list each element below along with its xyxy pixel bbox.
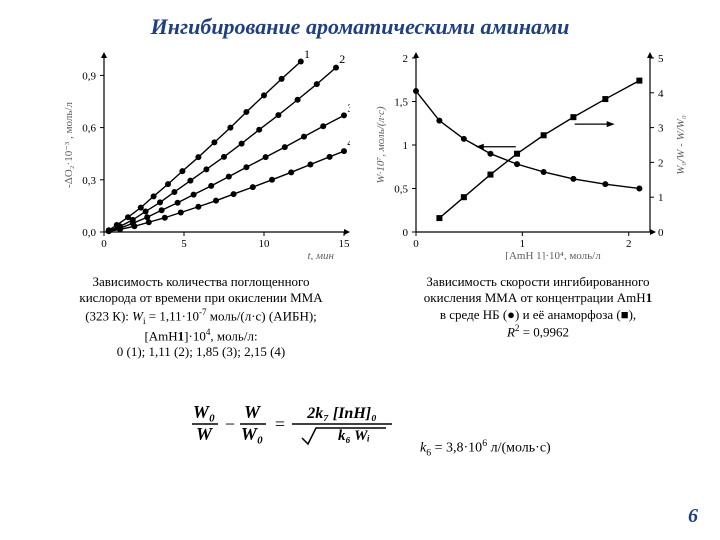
svg-text:[AmH 1]·10⁴, моль/л: [AmH 1]·10⁴, моль/л [505, 250, 601, 260]
svg-text:2: 2 [658, 157, 664, 169]
slide-title: Ингибирование ароматическими аминами [0, 14, 720, 40]
chart-oxygen-vs-time: 0 5 10 15 0,0 0,3 0,6 0,9 t, мин -ΔO₂·10⁻³ , моль… [60, 50, 350, 260]
svg-text:W: W [244, 402, 262, 422]
svg-text:10: 10 [259, 238, 271, 250]
svg-text:0,9: 0,9 [82, 70, 96, 82]
svg-text:−: − [225, 414, 235, 434]
svg-text:3: 3 [347, 101, 350, 115]
svg-text:1: 1 [520, 238, 526, 250]
svg-text:2: 2 [339, 52, 345, 66]
svg-text:4: 4 [658, 88, 664, 100]
svg-text:0,0: 0,0 [82, 227, 96, 239]
page-number: 6 [688, 505, 698, 528]
svg-text:15: 15 [339, 238, 351, 250]
svg-text:0: 0 [403, 227, 409, 239]
svg-text:W: W [196, 424, 214, 444]
caption-right: Зависимость скорости ингибированногоокис… [378, 274, 698, 340]
svg-text:0,6: 0,6 [82, 123, 96, 135]
svg-text:1: 1 [304, 50, 310, 61]
svg-text:-ΔO₂·10⁻³ , моль/л: -ΔO₂·10⁻³ , моль/л [63, 102, 75, 188]
chart-rate-vs-concentration: 0 1 2 0 0,5 1 1,5 2 0 1 2 3 4 5 [AmH 1]·10⁴, моль/л W·1… [372, 50, 692, 260]
svg-text:1,5: 1,5 [394, 97, 408, 109]
svg-text:W₀: W₀ [241, 424, 263, 444]
svg-text:=: = [275, 414, 285, 434]
svg-text:1: 1 [658, 192, 664, 204]
caption-left: Зависимость количества поглощенногокисло… [36, 274, 366, 361]
svg-text:W·10⁷, моль/(л·с): W·10⁷, моль/(л·с) [375, 106, 387, 183]
svg-text:0,5: 0,5 [394, 184, 408, 196]
svg-text:2k₇ [InH]₀: 2k₇ [InH]₀ [306, 405, 376, 422]
svg-text:4: 4 [347, 136, 350, 150]
svg-text:0: 0 [413, 238, 419, 250]
svg-text:t, мин: t, мин [307, 250, 334, 260]
svg-text:0: 0 [101, 238, 107, 250]
svg-text:3: 3 [658, 123, 664, 135]
svg-text:2: 2 [403, 53, 409, 65]
svg-text:1: 1 [403, 140, 409, 152]
svg-text:k₆ Wᵢ: k₆ Wᵢ [338, 428, 370, 444]
svg-text:0,3: 0,3 [82, 175, 96, 187]
svg-text:2: 2 [626, 238, 632, 250]
rate-formula: W₀W−WW₀=2k₇ [InH]₀k₆ Wᵢ [190, 395, 400, 453]
svg-text:0: 0 [658, 227, 664, 239]
k6-constant: k6 = 3,8·106 л/(моль·с) [420, 438, 551, 458]
svg-text:W₀/W - W/W₀: W₀/W - W/W₀ [675, 115, 687, 175]
svg-text:5: 5 [658, 53, 664, 65]
svg-text:5: 5 [181, 238, 187, 250]
svg-text:W₀: W₀ [193, 402, 215, 422]
